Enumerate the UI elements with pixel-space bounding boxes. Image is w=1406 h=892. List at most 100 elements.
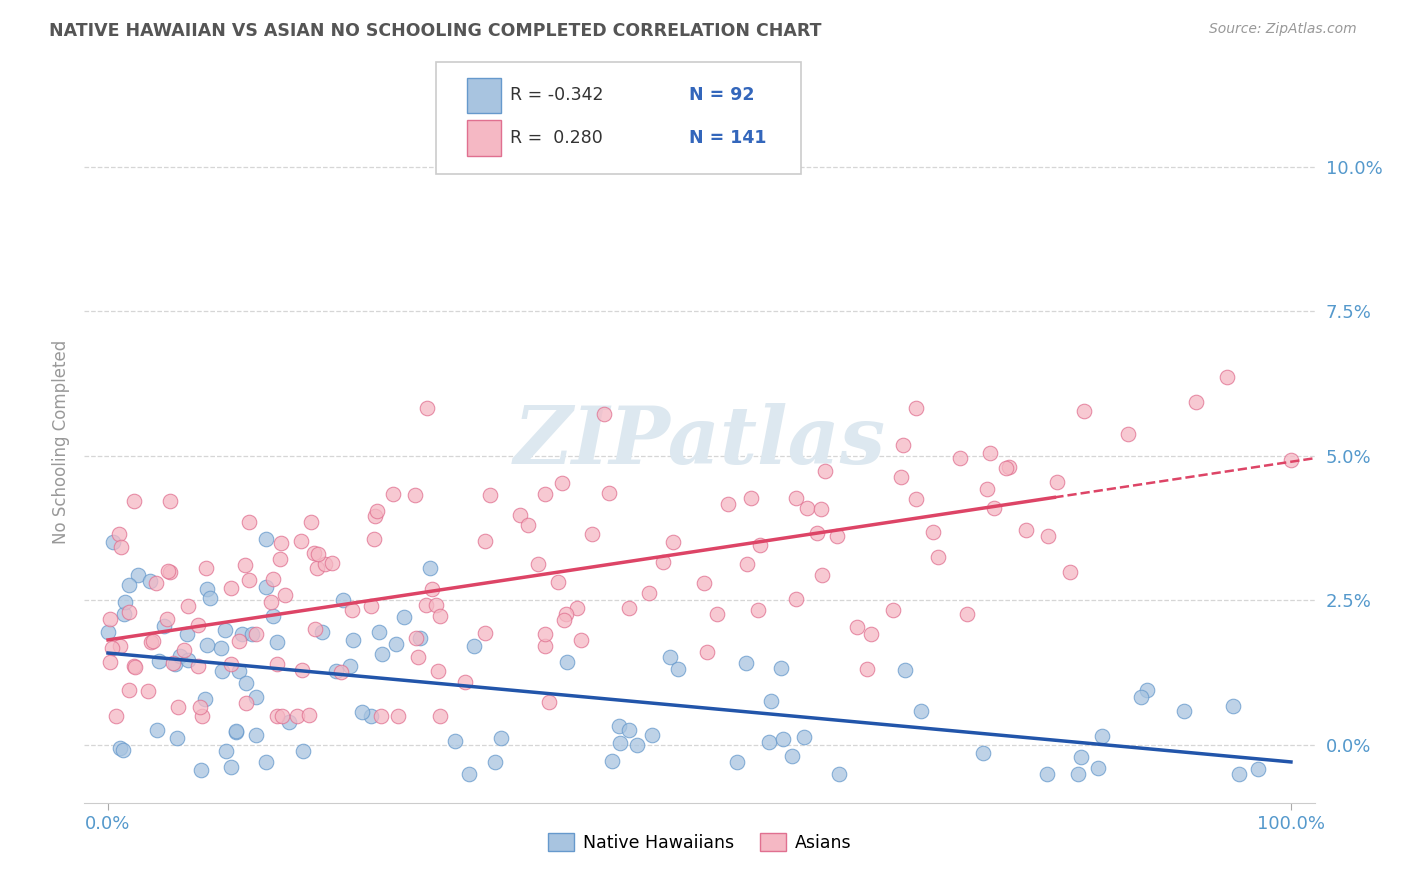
Point: [162, 656, 184, 670]
Point: [298, 708, 321, 723]
Point: [367, 624, 389, 639]
Point: [415, 598, 437, 612]
Point: [381, 487, 404, 501]
Point: [141, 635, 163, 649]
Point: [759, 694, 782, 708]
Point: [735, 656, 758, 670]
Point: [228, 664, 250, 678]
Point: [922, 524, 945, 539]
Point: [785, 592, 807, 607]
Point: [118, 683, 141, 698]
Point: [1015, 523, 1038, 537]
Point: [291, 664, 314, 678]
Point: [292, 744, 315, 758]
Point: [329, 665, 352, 679]
Point: [949, 451, 972, 466]
Point: [457, 767, 479, 781]
Point: [626, 739, 648, 753]
Point: [332, 593, 354, 607]
Point: [422, 582, 444, 596]
Point: [404, 488, 426, 502]
Point: [1279, 452, 1302, 467]
Point: [124, 659, 146, 673]
Point: [979, 446, 1001, 460]
Point: [339, 659, 361, 673]
Point: [796, 500, 818, 515]
Point: [108, 741, 131, 756]
Point: [325, 664, 347, 678]
Text: ZIPatlas: ZIPatlas: [513, 403, 886, 480]
Point: [254, 532, 277, 546]
Point: [637, 585, 659, 599]
Point: [198, 591, 221, 605]
Point: [956, 607, 979, 622]
Point: [484, 755, 506, 769]
Point: [342, 602, 364, 616]
Point: [117, 577, 139, 591]
Point: [314, 557, 336, 571]
Point: [995, 461, 1018, 475]
Point: [609, 736, 631, 750]
Point: [145, 576, 167, 591]
Point: [1087, 761, 1109, 775]
Point: [406, 650, 429, 665]
Point: [640, 728, 662, 742]
Point: [740, 491, 762, 505]
Point: [177, 652, 200, 666]
Point: [384, 637, 406, 651]
Point: [159, 494, 181, 508]
Point: [454, 674, 477, 689]
Point: [547, 575, 569, 590]
Point: [152, 619, 174, 633]
Point: [122, 494, 145, 508]
Point: [122, 659, 145, 673]
Point: [666, 661, 689, 675]
Point: [425, 598, 447, 612]
Point: [463, 639, 485, 653]
Point: [159, 565, 181, 579]
Point: [1035, 767, 1057, 781]
Point: [262, 609, 284, 624]
Point: [127, 567, 149, 582]
Point: [173, 642, 195, 657]
Point: [307, 561, 329, 575]
Point: [1091, 729, 1114, 743]
Point: [238, 516, 260, 530]
Point: [311, 624, 333, 639]
Point: [429, 709, 451, 723]
Point: [859, 627, 882, 641]
Text: NATIVE HAWAIIAN VS ASIAN NO SCHOOLING COMPLETED CORRELATION CHART: NATIVE HAWAIIAN VS ASIAN NO SCHOOLING CO…: [49, 22, 821, 40]
Point: [551, 475, 574, 490]
Point: [163, 657, 186, 672]
Point: [370, 709, 392, 723]
Text: Source: ZipAtlas.com: Source: ZipAtlas.com: [1209, 22, 1357, 37]
Point: [166, 731, 188, 746]
Point: [366, 504, 388, 518]
Point: [215, 744, 238, 758]
Point: [814, 464, 837, 478]
Point: [534, 639, 557, 653]
Point: [221, 581, 243, 595]
Point: [156, 565, 179, 579]
Point: [780, 748, 803, 763]
Point: [696, 645, 718, 659]
Point: [828, 767, 851, 781]
Point: [103, 535, 125, 549]
Point: [262, 572, 284, 586]
Point: [593, 407, 616, 421]
Point: [266, 634, 288, 648]
Point: [105, 709, 128, 723]
Point: [225, 724, 247, 739]
Point: [112, 607, 135, 621]
Point: [1216, 369, 1239, 384]
Point: [270, 536, 292, 550]
Point: [565, 601, 588, 615]
Point: [221, 657, 243, 672]
Point: [811, 568, 834, 582]
Point: [1036, 529, 1059, 543]
Point: [285, 709, 308, 723]
Point: [581, 527, 603, 541]
Point: [772, 732, 794, 747]
Point: [409, 631, 432, 645]
Point: [419, 561, 441, 575]
